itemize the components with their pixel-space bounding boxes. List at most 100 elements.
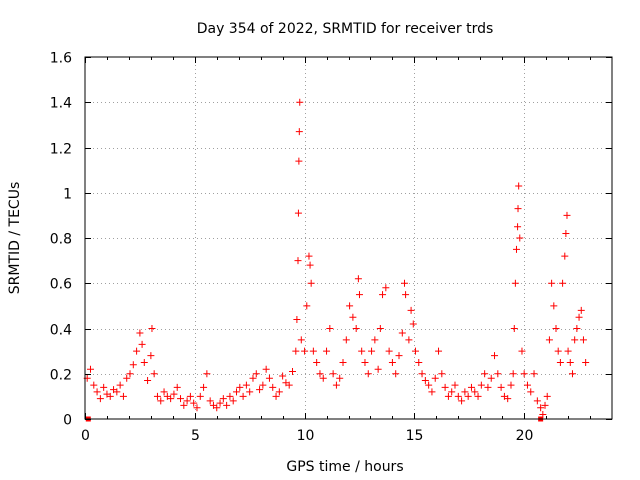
data-point xyxy=(385,347,393,355)
data-point xyxy=(216,399,224,407)
data-point xyxy=(566,358,574,366)
data-point xyxy=(461,388,469,396)
data-point xyxy=(293,315,301,323)
data-point xyxy=(355,291,363,299)
data-point xyxy=(113,388,121,396)
data-point xyxy=(233,388,241,396)
data-point xyxy=(272,392,280,400)
x-axis-label: GPS time / hours xyxy=(286,459,403,475)
data-point xyxy=(177,395,185,403)
data-point xyxy=(242,381,250,389)
data-point xyxy=(554,347,562,355)
data-point xyxy=(471,388,479,396)
data-point xyxy=(564,347,572,355)
data-point xyxy=(259,381,267,389)
data-point xyxy=(236,383,244,391)
x-tick-labels: 0 5 10 15 20 xyxy=(81,428,533,444)
data-point xyxy=(170,390,178,398)
data-point xyxy=(279,372,287,380)
grid-lines xyxy=(85,57,612,419)
data-point xyxy=(402,291,410,299)
data-point xyxy=(407,306,415,314)
data-point xyxy=(441,383,449,391)
data-point xyxy=(323,347,331,355)
data-point xyxy=(511,279,519,287)
data-point xyxy=(138,340,146,348)
data-point xyxy=(425,381,433,389)
data-point xyxy=(136,329,144,337)
data-point xyxy=(309,347,317,355)
data-point xyxy=(568,370,576,378)
data-point xyxy=(509,370,517,378)
data-point xyxy=(395,352,403,360)
data-point xyxy=(252,370,260,378)
data-point xyxy=(537,404,545,412)
data-point xyxy=(313,358,321,366)
data-point xyxy=(119,392,127,400)
data-point xyxy=(193,404,201,412)
y-tick-label: 0.8 xyxy=(50,232,72,248)
data-point xyxy=(180,401,188,409)
data-point xyxy=(219,395,227,403)
y-tick-label: 0.4 xyxy=(50,323,72,339)
data-point xyxy=(398,329,406,337)
data-point xyxy=(93,388,101,396)
y-tick-label: 1.6 xyxy=(50,51,72,67)
data-point xyxy=(307,279,315,287)
data-point xyxy=(167,395,175,403)
data-point xyxy=(514,223,522,231)
data-point xyxy=(467,383,475,391)
data-point xyxy=(86,365,94,373)
data-point xyxy=(518,347,526,355)
data-point xyxy=(196,392,204,400)
data-point xyxy=(418,370,426,378)
data-point xyxy=(458,397,466,405)
data-point xyxy=(147,352,155,360)
data-point xyxy=(477,381,485,389)
data-point xyxy=(514,205,522,213)
y-axis-label: SRMTID / TECUs xyxy=(7,182,23,295)
data-point xyxy=(296,98,304,106)
x-tick-label: 0 xyxy=(81,428,90,444)
data-point xyxy=(464,392,472,400)
data-point xyxy=(405,336,413,344)
data-point xyxy=(200,383,208,391)
data-point xyxy=(541,401,549,409)
data-point xyxy=(368,347,376,355)
data-point xyxy=(265,374,273,382)
data-point xyxy=(275,388,283,396)
data-point xyxy=(454,392,462,400)
data-point xyxy=(326,325,334,332)
data-point xyxy=(411,347,419,355)
data-point xyxy=(533,397,541,405)
data-point xyxy=(571,336,579,344)
data-point xyxy=(246,388,254,396)
data-point xyxy=(229,397,237,405)
data-point xyxy=(552,325,560,332)
x-tick-label: 15 xyxy=(406,428,424,444)
data-point xyxy=(374,365,382,373)
data-point xyxy=(582,358,590,366)
x-tick-label: 10 xyxy=(297,428,315,444)
y-tick-label: 0.6 xyxy=(50,277,72,293)
data-point xyxy=(336,374,344,382)
data-point xyxy=(106,392,114,400)
data-point xyxy=(346,302,354,310)
data-point xyxy=(140,358,148,366)
y-tick-label: 0 xyxy=(63,413,72,429)
data-point xyxy=(431,374,439,382)
data-point xyxy=(520,370,528,378)
data-point xyxy=(301,347,309,355)
data-point xyxy=(129,361,137,369)
data-point xyxy=(160,388,168,396)
data-point xyxy=(303,302,311,310)
data-point xyxy=(157,397,165,405)
data-point xyxy=(223,401,231,409)
data-point xyxy=(153,392,161,400)
data-point xyxy=(294,209,302,217)
data-point xyxy=(213,404,221,412)
data-point xyxy=(332,381,340,389)
data-point xyxy=(305,252,313,260)
data-point xyxy=(444,392,452,400)
data-point xyxy=(481,370,489,378)
